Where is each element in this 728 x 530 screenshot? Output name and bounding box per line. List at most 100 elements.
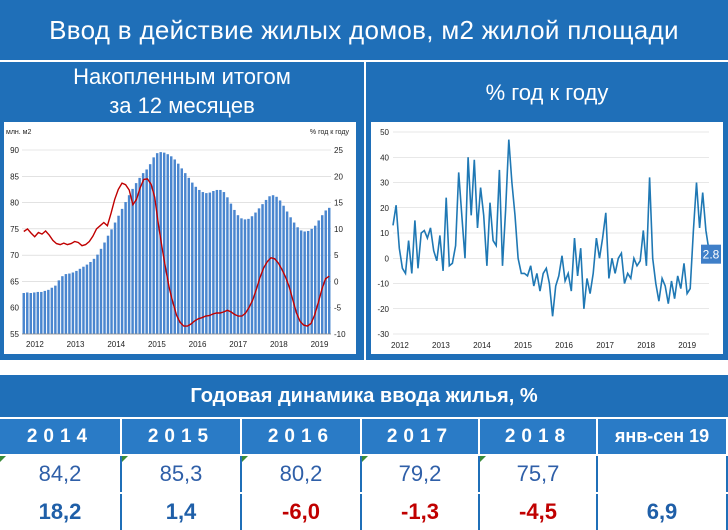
bar <box>222 192 226 334</box>
table-header-cell: 2015 <box>122 419 242 454</box>
bar <box>177 163 180 334</box>
y-tick-label: 30 <box>380 179 389 188</box>
left-tick-label: 80 <box>10 199 19 208</box>
right-tick-label: 15 <box>334 199 343 208</box>
panel-cumulative: Накопленным итогом за 12 месяцев млн. м2… <box>0 62 364 360</box>
x-tick-label: 2012 <box>26 340 44 349</box>
bar <box>113 222 117 334</box>
table-header-cell: 2014 <box>0 419 122 454</box>
bar <box>68 273 71 334</box>
left-chart-title-line1: Накопленным итогом <box>73 64 291 89</box>
bar <box>33 292 36 334</box>
yoy-line <box>23 178 330 327</box>
bar <box>191 182 194 334</box>
area-cell: 84,2 <box>0 456 122 492</box>
left-tick-label: 90 <box>10 146 19 155</box>
area-cell: 80,2 <box>242 456 362 492</box>
bar <box>106 235 110 334</box>
page-title: Ввод в действие жилых домов, м2 жилой пл… <box>0 0 728 60</box>
bar <box>187 177 191 334</box>
comment-marker <box>362 456 368 462</box>
bar <box>166 154 169 334</box>
bar <box>82 266 85 334</box>
x-tick-label: 2018 <box>270 340 288 349</box>
left-tick-label: 85 <box>10 172 19 181</box>
bar <box>170 156 173 334</box>
left-tick-label: 75 <box>10 225 19 234</box>
bar <box>328 207 331 334</box>
y-tick-label: -30 <box>377 330 389 339</box>
bar <box>120 208 124 334</box>
bar <box>162 152 166 334</box>
bar <box>40 291 43 334</box>
growth-cell: -4,5 <box>480 494 598 530</box>
left-axis-label: млн. м2 <box>6 129 31 136</box>
right-tick-label: 0 <box>334 277 339 286</box>
bar <box>92 258 96 334</box>
bar <box>61 276 64 334</box>
bar <box>289 217 292 334</box>
bar <box>317 220 320 334</box>
yoy-chart: -30 -20 -10 0 10 20 30 40 50 2012 2013 2014 2015 2016… <box>371 122 723 354</box>
bar <box>50 287 54 334</box>
area-cell <box>598 456 728 492</box>
y-tick-label: 10 <box>380 229 389 238</box>
bar <box>229 203 233 334</box>
growth-cell: -1,3 <box>362 494 480 530</box>
right-chart-title: % год к году <box>485 80 609 105</box>
x-tick-label: 2014 <box>107 340 125 349</box>
bar <box>303 231 306 334</box>
y-tick-label: 50 <box>380 128 389 137</box>
x-tick-label: 2015 <box>148 340 166 349</box>
yoy-chart-svg: -30 -20 -10 0 10 20 30 40 50 2012 2013 2014 2015 2016… <box>377 128 721 350</box>
y-tick-label: 40 <box>380 153 389 162</box>
x-tick-label: 2014 <box>473 341 491 350</box>
bar <box>141 173 145 334</box>
table-header-cell: 2018 <box>480 419 598 454</box>
right-tick-label: 25 <box>334 146 343 155</box>
x-tick-label: 2016 <box>189 340 207 349</box>
bar <box>299 230 303 334</box>
bar <box>264 199 268 334</box>
bar <box>96 254 99 334</box>
comment-marker <box>122 456 128 462</box>
y-tick-label: 20 <box>380 204 389 213</box>
bar <box>243 219 247 334</box>
bar <box>148 164 152 334</box>
bar <box>313 225 317 334</box>
comment-marker <box>480 456 486 462</box>
bar <box>257 208 261 334</box>
bar <box>285 211 289 334</box>
bar <box>205 193 208 334</box>
bar <box>131 188 134 334</box>
bar <box>306 230 310 334</box>
bar <box>212 191 215 334</box>
left-tick-label: 55 <box>10 330 19 339</box>
area-cell: 79,2 <box>362 456 480 492</box>
bar <box>198 189 201 334</box>
bar <box>268 196 271 334</box>
bar <box>184 173 187 334</box>
bar <box>57 280 61 334</box>
right-axis-label: % год к году <box>310 129 350 136</box>
right-tick-label: 20 <box>334 172 343 181</box>
area-cell: 85,3 <box>122 456 242 492</box>
bar <box>78 268 82 334</box>
bar <box>117 215 120 334</box>
left-tick-label: 70 <box>10 251 19 260</box>
growth-cell: 1,4 <box>122 494 242 530</box>
bar <box>36 291 40 334</box>
bar <box>110 229 113 334</box>
bar <box>292 222 296 334</box>
x-tick-label: 2019 <box>678 341 696 350</box>
table-header-cell: янв-сен 19 <box>598 419 728 454</box>
left-tick-label: 65 <box>10 277 19 286</box>
bar <box>134 183 138 334</box>
bar <box>180 168 183 334</box>
bar <box>240 218 243 334</box>
right-tick-label: 5 <box>334 251 339 260</box>
bar <box>26 292 29 334</box>
bar <box>138 177 141 334</box>
bar <box>43 290 47 334</box>
bar <box>54 285 57 334</box>
